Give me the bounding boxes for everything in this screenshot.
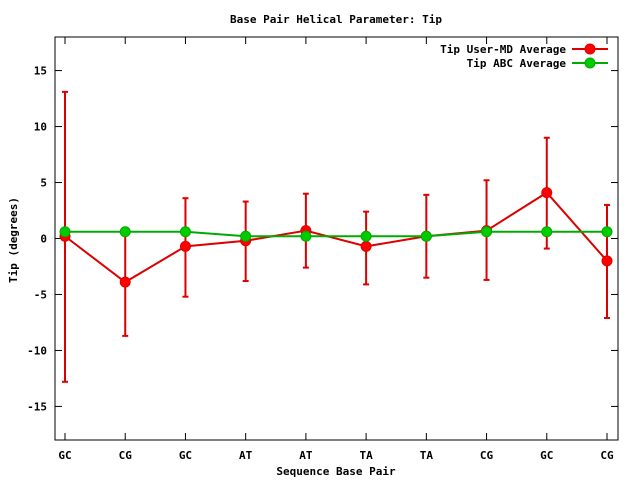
chart-title: Base Pair Helical Parameter: Tip	[230, 13, 442, 26]
y-tick-label: -15	[27, 400, 47, 413]
tip-abc-average-point	[180, 227, 190, 237]
tip-abc-average-point	[602, 227, 612, 237]
tip-user-md-average-point	[361, 241, 371, 251]
x-tick-label: AT	[299, 449, 313, 462]
x-tick-label: GC	[179, 449, 192, 462]
x-tick-label: TA	[359, 449, 373, 462]
x-tick-label: CG	[600, 449, 614, 462]
x-tick-label: GC	[58, 449, 71, 462]
plot-area	[60, 92, 612, 382]
tip-abc-average-point	[542, 227, 552, 237]
axes: -15 -10 -5 0 5 10 15 GC CG GC AT AT TA TA CG GC CG	[27, 37, 618, 462]
tip-abc-average-point	[421, 231, 431, 241]
x-tick-label: TA	[420, 449, 434, 462]
tip-abc-average-point	[120, 227, 130, 237]
tip-user-md-average-point	[542, 188, 552, 198]
y-tick-label: -10	[27, 344, 47, 357]
tip-user-md-average-line	[65, 193, 607, 283]
tip-user-md-average-point	[120, 277, 130, 287]
tip-abc-average-line	[65, 232, 607, 236]
tip-abc-average-point	[60, 227, 70, 237]
tip-abc-average-point	[301, 231, 311, 241]
legend-marker	[585, 58, 595, 68]
y-tick-label: -5	[34, 288, 47, 301]
y-tick-label: 15	[34, 65, 47, 78]
x-tick-label: AT	[239, 449, 253, 462]
tip-abc-average-point	[241, 231, 251, 241]
tip-user-md-average-point	[180, 241, 190, 251]
x-axis-label: Sequence Base Pair	[276, 465, 396, 478]
y-tick-label: 10	[34, 121, 47, 134]
tip-abc-average-point	[361, 231, 371, 241]
tip-user-md-average-point	[602, 256, 612, 266]
legend-label: Tip User-MD Average	[440, 43, 566, 56]
legend-label: Tip ABC Average	[467, 57, 567, 70]
y-axis-label: Tip (degrees)	[7, 197, 20, 283]
x-tick-label: GC	[540, 449, 553, 462]
y-tick-label: 5	[40, 177, 47, 190]
tip-abc-average-point	[482, 227, 492, 237]
x-tick-label: CG	[480, 449, 494, 462]
x-tick-label: CG	[119, 449, 133, 462]
legend-marker	[585, 44, 595, 54]
y-tick-label: 0	[40, 233, 47, 246]
